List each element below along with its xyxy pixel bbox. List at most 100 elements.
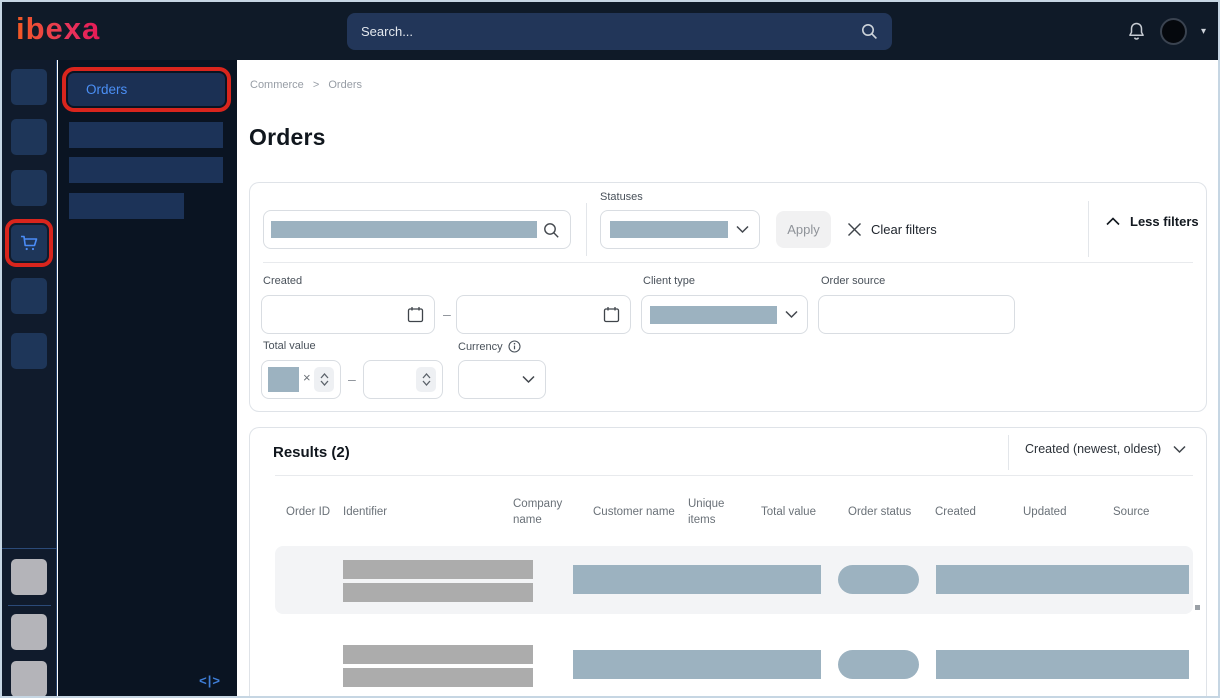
menu-item-placeholder[interactable] xyxy=(69,157,223,183)
chevron-down-icon xyxy=(736,225,749,234)
client-type-label: Client type xyxy=(643,275,695,287)
column-header: Order ID xyxy=(286,506,331,519)
currency-label: Currency xyxy=(458,340,503,353)
rail-divider xyxy=(8,605,51,606)
range-dash: – xyxy=(348,371,356,387)
column-header: Source xyxy=(1113,506,1150,519)
search-icon[interactable] xyxy=(861,23,878,40)
statuses-select[interactable] xyxy=(600,210,760,249)
main-content: Commerce > Orders Orders Statuses Apply xyxy=(237,60,1218,696)
apply-button[interactable]: Apply xyxy=(776,211,831,248)
table-row[interactable] xyxy=(275,631,1193,696)
top-bar: ibexa ▾ xyxy=(2,2,1218,60)
table-header-row: Order ID Identifier Company name Custome… xyxy=(286,492,1196,534)
filters-row-divider xyxy=(263,262,1193,263)
menu-item-placeholder[interactable] xyxy=(69,193,184,219)
column-header: Identifier xyxy=(343,506,388,519)
number-stepper[interactable] xyxy=(416,367,436,392)
less-filters-button[interactable]: Less filters xyxy=(1106,214,1199,229)
range-dash: – xyxy=(443,306,451,322)
clear-value-icon[interactable]: × xyxy=(303,370,311,385)
column-header: Created xyxy=(935,506,976,519)
client-type-placeholder-block xyxy=(650,306,777,324)
sidebar-module-6[interactable] xyxy=(11,333,47,369)
sidebar-module-2[interactable] xyxy=(11,119,47,155)
results-header-divider xyxy=(275,475,1193,476)
search-input[interactable] xyxy=(347,24,861,39)
total-value-min-input[interactable]: × xyxy=(261,360,341,399)
order-status-placeholder xyxy=(838,650,919,679)
rail-divider xyxy=(2,548,57,549)
statuses-placeholder-block xyxy=(610,221,728,238)
info-icon[interactable] xyxy=(508,340,521,353)
breadcrumb: Commerce > Orders xyxy=(250,79,368,91)
user-menu-caret-icon[interactable]: ▾ xyxy=(1200,25,1206,37)
table-row[interactable] xyxy=(275,546,1193,614)
search-icon xyxy=(544,223,559,238)
column-header: Total value xyxy=(761,506,816,519)
results-title: Results (2) xyxy=(273,444,350,461)
sidebar-module-commerce[interactable] xyxy=(5,219,53,267)
chevron-down-icon xyxy=(1173,445,1186,453)
sidebar-bottom-1[interactable] xyxy=(11,559,47,595)
clear-filters-button[interactable]: Clear filters xyxy=(847,211,937,248)
secondary-menu: Orders <|> xyxy=(58,60,237,696)
menu-item-placeholder[interactable] xyxy=(69,122,223,148)
clear-filters-label: Clear filters xyxy=(871,222,937,237)
created-from-input[interactable] xyxy=(261,295,435,334)
scroll-dot xyxy=(1195,605,1200,610)
client-type-select[interactable] xyxy=(641,295,808,334)
customer-placeholder xyxy=(573,650,821,679)
close-icon xyxy=(848,223,861,236)
currency-label-row: Currency xyxy=(458,340,521,353)
currency-select[interactable] xyxy=(458,360,546,399)
filter-divider xyxy=(1088,201,1089,257)
topbar-actions: ▾ xyxy=(1127,2,1206,60)
filters-panel: Statuses Apply Clear filters Less filter… xyxy=(249,182,1207,412)
column-header: Updated xyxy=(1023,506,1067,519)
breadcrumb-orders[interactable]: Orders xyxy=(328,79,362,91)
menu-item-orders[interactable]: Orders xyxy=(62,67,231,112)
number-stepper[interactable] xyxy=(314,367,334,392)
total-value-label: Total value xyxy=(263,340,316,352)
less-filters-label: Less filters xyxy=(1130,214,1199,229)
sidebar-collapse-toggle[interactable]: <|> xyxy=(199,673,221,688)
total-value-placeholder-block xyxy=(268,367,299,392)
created-label: Created xyxy=(263,275,303,287)
order-source-label: Order source xyxy=(821,275,886,287)
calendar-icon xyxy=(603,307,620,323)
chevron-down-icon xyxy=(522,375,535,384)
dates-placeholder xyxy=(936,650,1189,679)
stepper-up-icon xyxy=(422,373,430,379)
stepper-down-icon xyxy=(422,380,430,386)
column-header: Company name xyxy=(513,498,563,526)
sort-dropdown[interactable]: Created (newest, oldest) xyxy=(1025,442,1186,456)
user-avatar[interactable] xyxy=(1159,17,1187,45)
sidebar-module-1[interactable] xyxy=(11,69,47,105)
bell-icon[interactable] xyxy=(1127,21,1146,41)
identifier-placeholder xyxy=(343,645,533,687)
dates-placeholder xyxy=(936,565,1189,594)
results-divider xyxy=(1008,435,1009,470)
statuses-label: Statuses xyxy=(600,191,643,203)
chevron-down-icon xyxy=(785,310,798,319)
sidebar-bottom-3[interactable] xyxy=(11,661,47,696)
filter-search-placeholder-block xyxy=(271,221,537,238)
sidebar-module-5[interactable] xyxy=(11,278,47,314)
breadcrumb-separator: > xyxy=(312,79,320,91)
order-source-input[interactable] xyxy=(818,295,1015,334)
customer-placeholder xyxy=(573,565,821,594)
results-panel: Results (2) Created (newest, oldest) Ord… xyxy=(249,427,1207,696)
global-search[interactable] xyxy=(347,13,892,50)
menu-item-orders-label: Orders xyxy=(86,82,128,97)
shopping-cart-icon xyxy=(21,235,38,251)
sidebar-bottom-2[interactable] xyxy=(11,614,47,650)
created-to-input[interactable] xyxy=(456,295,631,334)
sidebar-module-3[interactable] xyxy=(11,170,47,206)
order-status-placeholder xyxy=(838,565,919,594)
breadcrumb-commerce[interactable]: Commerce xyxy=(250,79,304,91)
ibexa-logo[interactable]: ibexa xyxy=(16,11,101,46)
filter-search-input[interactable] xyxy=(263,210,571,249)
total-value-max-input[interactable] xyxy=(363,360,443,399)
